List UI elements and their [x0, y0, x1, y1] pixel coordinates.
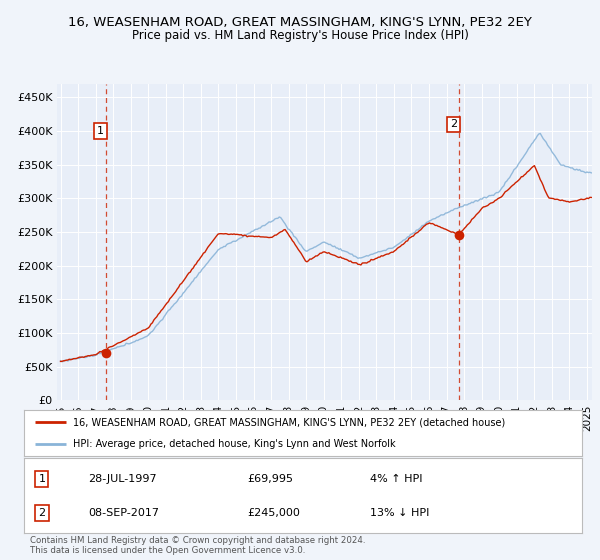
Text: 4% ↑ HPI: 4% ↑ HPI — [370, 474, 422, 484]
Text: 28-JUL-1997: 28-JUL-1997 — [88, 474, 157, 484]
Text: 08-SEP-2017: 08-SEP-2017 — [88, 508, 159, 517]
Text: HPI: Average price, detached house, King's Lynn and West Norfolk: HPI: Average price, detached house, King… — [73, 439, 396, 449]
Text: 16, WEASENHAM ROAD, GREAT MASSINGHAM, KING'S LYNN, PE32 2EY (detached house): 16, WEASENHAM ROAD, GREAT MASSINGHAM, KI… — [73, 417, 505, 427]
Text: Contains HM Land Registry data © Crown copyright and database right 2024.
This d: Contains HM Land Registry data © Crown c… — [30, 536, 365, 556]
Text: 2: 2 — [450, 119, 457, 129]
Text: 16, WEASENHAM ROAD, GREAT MASSINGHAM, KING'S LYNN, PE32 2EY: 16, WEASENHAM ROAD, GREAT MASSINGHAM, KI… — [68, 16, 532, 29]
Text: Price paid vs. HM Land Registry's House Price Index (HPI): Price paid vs. HM Land Registry's House … — [131, 29, 469, 42]
Text: 1: 1 — [97, 126, 104, 136]
Text: 2: 2 — [38, 508, 46, 517]
Text: £69,995: £69,995 — [247, 474, 293, 484]
Text: 13% ↓ HPI: 13% ↓ HPI — [370, 508, 430, 517]
Text: £245,000: £245,000 — [247, 508, 300, 517]
Text: 1: 1 — [38, 474, 46, 484]
